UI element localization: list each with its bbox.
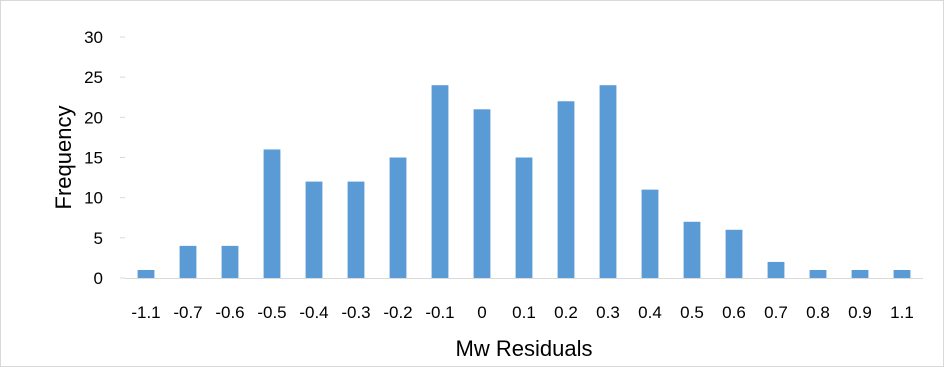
y-tick-label: 25 <box>84 68 103 87</box>
bar <box>305 181 323 278</box>
x-tick-label: 0.6 <box>722 303 746 322</box>
y-tick-label: 15 <box>84 149 103 168</box>
bar <box>809 269 827 278</box>
bar <box>431 85 449 278</box>
bar <box>557 101 575 279</box>
x-tick-label: 0.7 <box>764 303 788 322</box>
x-axis-title: Mw Residuals <box>456 336 593 361</box>
bar <box>767 261 785 278</box>
x-tick-label: 0.8 <box>806 303 830 322</box>
x-tick-label: -1.1 <box>131 303 160 322</box>
bar <box>221 245 239 278</box>
bar <box>263 149 281 278</box>
x-tick-label: 1.1 <box>890 303 914 322</box>
x-tick-label: -0.5 <box>257 303 286 322</box>
bar <box>641 189 659 278</box>
x-tick-label: -0.3 <box>341 303 370 322</box>
x-tick-label: -0.2 <box>383 303 412 322</box>
x-tick-label: -0.6 <box>215 303 244 322</box>
y-tick-label: 30 <box>84 28 103 47</box>
y-axis-title: Frequency <box>51 106 76 210</box>
x-tick-label: -0.7 <box>173 303 202 322</box>
y-tick-label: 0 <box>94 269 103 288</box>
x-tick-label: -0.4 <box>299 303 328 322</box>
bar <box>347 181 365 278</box>
bar <box>179 245 197 278</box>
y-tick-label: 5 <box>94 229 103 248</box>
bar <box>725 229 743 278</box>
bar <box>683 221 701 278</box>
y-tick-label: 20 <box>84 108 103 127</box>
bar <box>137 269 155 278</box>
x-tick-label: -0.1 <box>425 303 454 322</box>
bar <box>515 157 533 278</box>
bar <box>851 269 869 278</box>
x-axis: -1.1 -0.7 -0.6 -0.5 -0.4 -0.3 -0.2 -0.1 0 0.1 0.2 0… <box>131 303 913 322</box>
x-tick-label: 0.5 <box>680 303 704 322</box>
x-tick-label: 0.2 <box>554 303 578 322</box>
bar <box>599 85 617 278</box>
bar <box>389 157 407 278</box>
bar <box>473 109 491 278</box>
bars <box>137 85 911 279</box>
x-tick-label: 0.9 <box>848 303 872 322</box>
y-tick-label: 10 <box>84 189 103 208</box>
y-axis: 0 5 10 15 20 25 30 <box>84 28 125 288</box>
x-tick-label: 0.3 <box>596 303 620 322</box>
x-tick-label: 0.4 <box>638 303 662 322</box>
bar <box>893 269 911 278</box>
x-tick-label: 0.1 <box>512 303 536 322</box>
x-tick-label: 0 <box>477 303 486 322</box>
